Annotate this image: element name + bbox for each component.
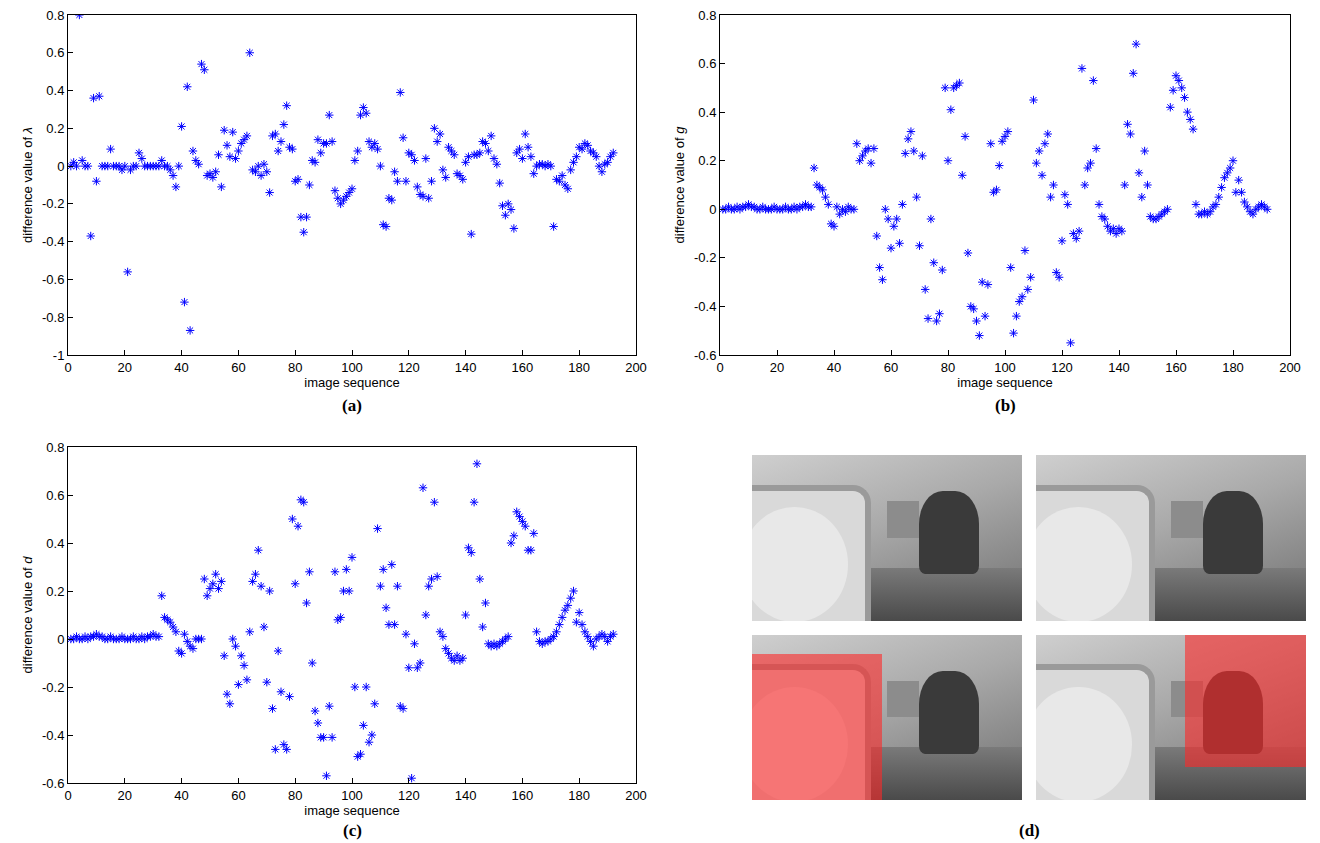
svg-text:100: 100 [341, 788, 363, 803]
svg-text:0.8: 0.8 [698, 8, 716, 23]
svg-text:difference value of g: difference value of g [672, 126, 687, 244]
svg-text:60: 60 [231, 360, 245, 375]
svg-text:-0.4: -0.4 [42, 728, 64, 743]
svg-text:0.8: 0.8 [46, 8, 64, 23]
svg-text:40: 40 [174, 360, 188, 375]
svg-text:-0.6: -0.6 [42, 272, 64, 287]
svg-text:0: 0 [64, 788, 71, 803]
svg-text:140: 140 [455, 360, 477, 375]
svg-text:-0.8: -0.8 [42, 310, 64, 325]
svg-text:40: 40 [827, 360, 841, 375]
svg-text:image sequence: image sequence [957, 375, 1052, 390]
svg-text:180: 180 [568, 788, 590, 803]
svg-text:0: 0 [57, 632, 64, 647]
svg-text:(c): (c) [343, 821, 362, 840]
svg-text:60: 60 [884, 360, 898, 375]
svg-text:80: 80 [288, 360, 302, 375]
svg-text:180: 180 [568, 360, 590, 375]
svg-text:-0.6: -0.6 [694, 348, 716, 363]
svg-text:80: 80 [288, 788, 302, 803]
svg-text:0.6: 0.6 [698, 56, 716, 71]
svg-text:-0.4: -0.4 [42, 234, 64, 249]
svg-text:difference value of λ: difference value of λ [20, 127, 35, 243]
svg-text:180: 180 [1222, 360, 1244, 375]
svg-text:-0.2: -0.2 [42, 680, 64, 695]
svg-text:100: 100 [341, 360, 363, 375]
svg-text:20: 20 [118, 360, 132, 375]
svg-text:0.2: 0.2 [698, 153, 716, 168]
svg-text:0: 0 [64, 360, 71, 375]
svg-text:100: 100 [994, 360, 1016, 375]
svg-text:(a): (a) [342, 396, 362, 415]
svg-text:0.4: 0.4 [46, 83, 64, 98]
svg-text:0: 0 [57, 159, 64, 174]
svg-text:160: 160 [512, 788, 534, 803]
svg-text:0.6: 0.6 [46, 488, 64, 503]
svg-text:160: 160 [512, 360, 534, 375]
svg-text:120: 120 [1051, 360, 1073, 375]
svg-text:0.4: 0.4 [46, 536, 64, 551]
svg-text:(b): (b) [995, 396, 1016, 415]
svg-text:20: 20 [770, 360, 784, 375]
svg-text:200: 200 [625, 360, 647, 375]
svg-text:0.4: 0.4 [698, 105, 716, 120]
svg-text:200: 200 [1279, 360, 1301, 375]
svg-text:difference value of d: difference value of d [20, 556, 35, 674]
svg-text:60: 60 [231, 788, 245, 803]
svg-text:120: 120 [398, 788, 420, 803]
svg-text:-0.2: -0.2 [694, 250, 716, 265]
svg-text:-1: -1 [53, 348, 65, 363]
svg-text:120: 120 [398, 360, 420, 375]
svg-text:20: 20 [118, 788, 132, 803]
svg-text:40: 40 [174, 788, 188, 803]
svg-text:(d): (d) [1019, 821, 1040, 840]
svg-text:-0.6: -0.6 [42, 776, 64, 791]
svg-text:0.2: 0.2 [46, 584, 64, 599]
svg-text:0: 0 [716, 360, 723, 375]
svg-text:0.8: 0.8 [46, 440, 64, 455]
svg-text:80: 80 [941, 360, 955, 375]
svg-text:-0.2: -0.2 [42, 196, 64, 211]
svg-text:0.2: 0.2 [46, 121, 64, 136]
svg-text:image sequence: image sequence [304, 375, 399, 390]
svg-text:200: 200 [625, 788, 647, 803]
svg-text:0.6: 0.6 [46, 45, 64, 60]
svg-text:-0.4: -0.4 [694, 299, 716, 314]
svg-text:image sequence: image sequence [304, 803, 399, 818]
svg-text:140: 140 [1108, 360, 1130, 375]
svg-text:160: 160 [1165, 360, 1187, 375]
svg-text:0: 0 [709, 202, 716, 217]
svg-text:140: 140 [455, 788, 477, 803]
